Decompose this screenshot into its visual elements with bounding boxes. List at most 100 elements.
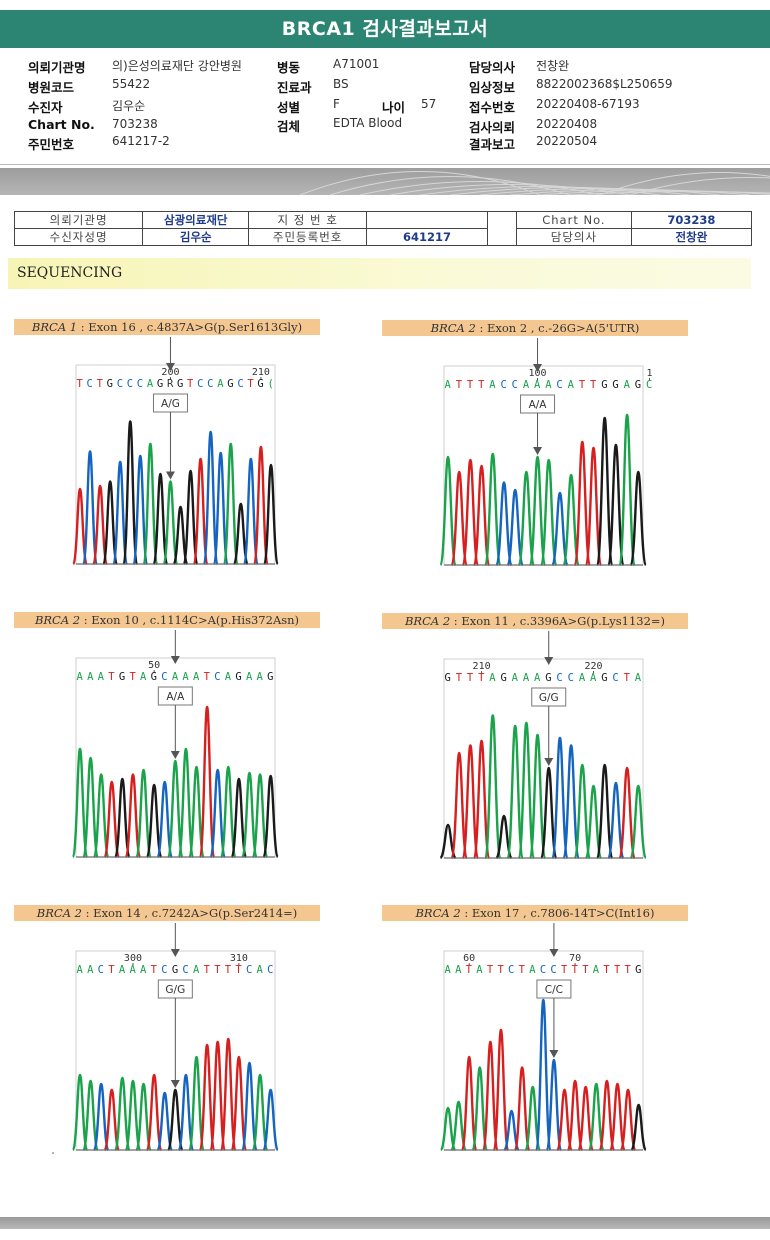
peak — [517, 470, 536, 567]
genotype-label: C/C — [545, 984, 563, 996]
peak — [103, 1088, 121, 1152]
base-letter: G — [601, 672, 607, 684]
base-letter: T — [478, 379, 485, 391]
peak — [495, 481, 513, 567]
peak — [198, 705, 216, 859]
peak — [209, 768, 226, 859]
base-letter: C — [182, 964, 188, 976]
base-letter: A — [87, 964, 94, 976]
base-letter: T — [497, 964, 504, 976]
peak — [551, 736, 569, 860]
base-letter: T — [204, 671, 211, 683]
peak-pointer-head — [170, 751, 180, 759]
peak — [251, 773, 269, 859]
peak — [71, 1073, 89, 1152]
base-letter: C — [508, 964, 514, 976]
peak — [167, 759, 184, 859]
field-value: F — [333, 97, 340, 111]
peak — [506, 488, 524, 567]
sequence-suffix: ( — [267, 378, 273, 390]
field-value: 641217-2 — [112, 134, 170, 148]
peak — [607, 443, 625, 567]
peak — [251, 1073, 269, 1152]
sequencing-title: SEQUENCING — [8, 258, 751, 289]
peak — [192, 457, 209, 566]
base-letter: A — [476, 964, 483, 976]
base-letter: C — [612, 672, 618, 684]
base-letter: C — [127, 378, 133, 390]
table-spacer — [487, 228, 517, 246]
peak — [566, 1079, 584, 1152]
marker-arrow-head — [165, 363, 175, 371]
peak — [450, 1100, 467, 1152]
base-letter: T — [572, 964, 579, 976]
field-label: 접수번호 — [469, 100, 516, 115]
position-label: 210 — [252, 367, 270, 378]
base-letter: A — [489, 379, 496, 391]
panel-header: BRCA 2 : Exon 2 , c.-26G>A(5'UTR) — [382, 320, 688, 336]
base-letter: C — [98, 964, 104, 976]
gene-name: BRCA 1 — [31, 320, 78, 334]
base-letter: T — [624, 672, 631, 684]
peak — [461, 458, 480, 567]
base-letter: G — [157, 378, 163, 390]
peak — [177, 1073, 195, 1152]
speck — [52, 1152, 54, 1154]
base-letter: T — [603, 964, 610, 976]
peak — [102, 480, 119, 566]
base-letter: C — [550, 964, 556, 976]
peak-pointer-head — [165, 471, 175, 480]
base-letter: T — [561, 964, 568, 976]
peak — [595, 416, 614, 567]
peak — [241, 1061, 258, 1152]
info-table: 의뢰기관명 삼광의료재단 지 정 번 호 Chart No. 703238 수신… — [13, 211, 753, 246]
base-letter: C — [512, 379, 518, 391]
base-letter: T — [235, 964, 242, 976]
base-letter: A — [445, 964, 452, 976]
base-letter: A — [568, 379, 575, 391]
field-label: 의뢰기관명 — [28, 60, 86, 75]
peak — [177, 747, 195, 859]
table-cell: 지 정 번 호 — [248, 211, 367, 229]
chromatogram: 50A A A T G T A G C A A A T C A G A A GA/A — [71, 630, 279, 859]
panel-header: BRCA 1 : Exon 16 , c.4837A>G(p.Ser1613Gl… — [14, 319, 320, 335]
position-label: 220 — [584, 661, 602, 672]
base-letter: A — [217, 378, 224, 390]
peak — [162, 480, 179, 566]
peak — [619, 1088, 637, 1152]
peak — [618, 766, 636, 860]
base-letter: A — [579, 672, 586, 684]
peak — [629, 784, 647, 860]
base-letter: A — [545, 379, 552, 391]
base-letter: A — [129, 964, 136, 976]
base-letter: C — [207, 378, 213, 390]
field-label: 검사의뢰 — [469, 120, 516, 135]
peak — [230, 777, 248, 859]
peak — [262, 774, 279, 859]
peak — [439, 455, 457, 567]
peak-pointer-head — [533, 447, 543, 455]
position-label: 70 — [569, 953, 581, 964]
peak — [112, 460, 129, 566]
peak — [82, 1079, 99, 1152]
base-letter: G — [107, 378, 113, 390]
peak — [562, 473, 580, 567]
chromatogram-panel: BRCA 2 : Exon 2 , c.-26G>A(5'UTR) 100 1 A T… — [382, 320, 688, 570]
base-letter: A — [147, 378, 154, 390]
base-letter: T — [579, 379, 586, 391]
chromatogram-panel: BRCA 2 : Exon 17 , c.7806-14T>C(Int16) 6… — [382, 905, 688, 1155]
base-letter: A — [257, 964, 264, 976]
panel-header: BRCA 2 : Exon 11 , c.3396A>G(p.Lys1132=) — [382, 613, 688, 629]
peak — [472, 464, 491, 567]
peak — [209, 1040, 226, 1152]
gene-name: BRCA 2 — [404, 614, 451, 628]
chromatogram-panel: BRCA 2 : Exon 14 , c.7242A>G(p.Ser2414=)… — [14, 905, 320, 1155]
base-letter: A — [523, 672, 530, 684]
peak — [528, 733, 547, 860]
peak — [540, 766, 558, 860]
base-letter: C — [197, 378, 203, 390]
peak — [535, 998, 552, 1152]
base-letter: C — [117, 378, 123, 390]
